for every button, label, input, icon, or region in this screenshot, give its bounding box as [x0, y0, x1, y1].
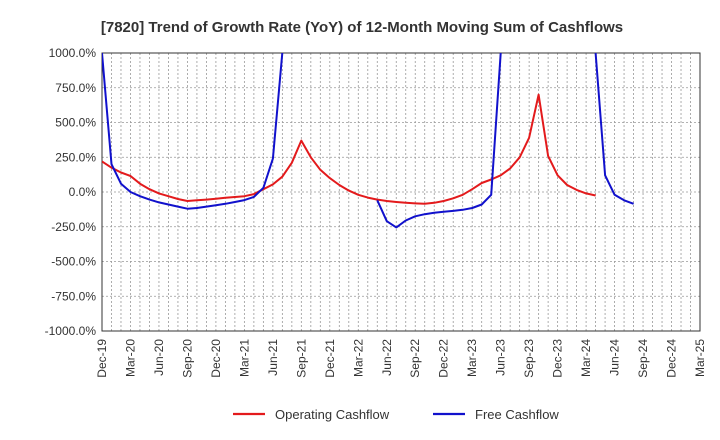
x-tick-label: Dec-20 — [209, 339, 223, 378]
x-tick-label: Dec-21 — [323, 339, 337, 378]
y-tick-label: 500.0% — [55, 116, 96, 130]
grid-layer — [101, 52, 701, 332]
x-tick-label: Mar-21 — [237, 339, 251, 377]
y-tick-label: -750.0% — [51, 289, 96, 303]
series-free-cashflow — [102, 53, 634, 229]
y-tick-label: -250.0% — [51, 220, 96, 234]
x-tick-label: Sep-20 — [180, 339, 194, 378]
x-tick-label: Mar-23 — [465, 339, 479, 377]
x-tick-label: Dec-19 — [95, 339, 109, 378]
y-tick-label: -1000.0% — [45, 324, 97, 338]
series-operating-cashflow — [102, 93, 596, 205]
x-tick-label: Mar-24 — [579, 339, 593, 377]
x-tick-label: Jun-23 — [494, 339, 508, 376]
x-tick-label: Mar-25 — [693, 339, 707, 377]
series-layer — [102, 53, 634, 229]
series-line-segment — [102, 93, 596, 205]
x-tick-label: Sep-21 — [294, 339, 308, 378]
x-tick-label: Dec-22 — [437, 339, 451, 378]
x-tick-label: Jun-21 — [266, 339, 280, 376]
legend-label: Operating Cashflow — [275, 407, 390, 422]
x-tick-label: Jun-20 — [152, 339, 166, 376]
x-tick-label: Sep-22 — [408, 339, 422, 378]
x-tick-label: Sep-23 — [522, 339, 536, 378]
x-tick-label: Jun-24 — [608, 339, 622, 376]
legend: Operating Cashflow Free Cashflow — [233, 407, 559, 422]
x-tick-label: Sep-24 — [636, 339, 650, 378]
x-tick-label: Jun-22 — [380, 339, 394, 376]
x-tick-label: Dec-24 — [665, 339, 679, 378]
x-tick-label: Mar-22 — [351, 339, 365, 377]
y-tick-label: 0.0% — [69, 185, 97, 199]
chart-title: [7820] Trend of Growth Rate (YoY) of 12-… — [101, 19, 623, 36]
plot-frame — [101, 52, 701, 332]
y-tick-label: -500.0% — [51, 255, 96, 269]
y-tick-label: 1000.0% — [49, 46, 97, 60]
legend-label: Free Cashflow — [475, 407, 559, 422]
y-tick-label: 250.0% — [55, 150, 96, 164]
y-tick-label: 750.0% — [55, 81, 96, 95]
axis-layer: 1000.0% 750.0% 500.0% 250.0% 0.0% -250.0% -500… — [45, 46, 707, 378]
series-line-segment — [102, 53, 284, 210]
x-tick-label: Dec-23 — [551, 339, 565, 378]
series-line-segment — [376, 53, 502, 229]
x-tick-label: Mar-20 — [123, 339, 137, 377]
series-line-segment — [594, 53, 634, 205]
